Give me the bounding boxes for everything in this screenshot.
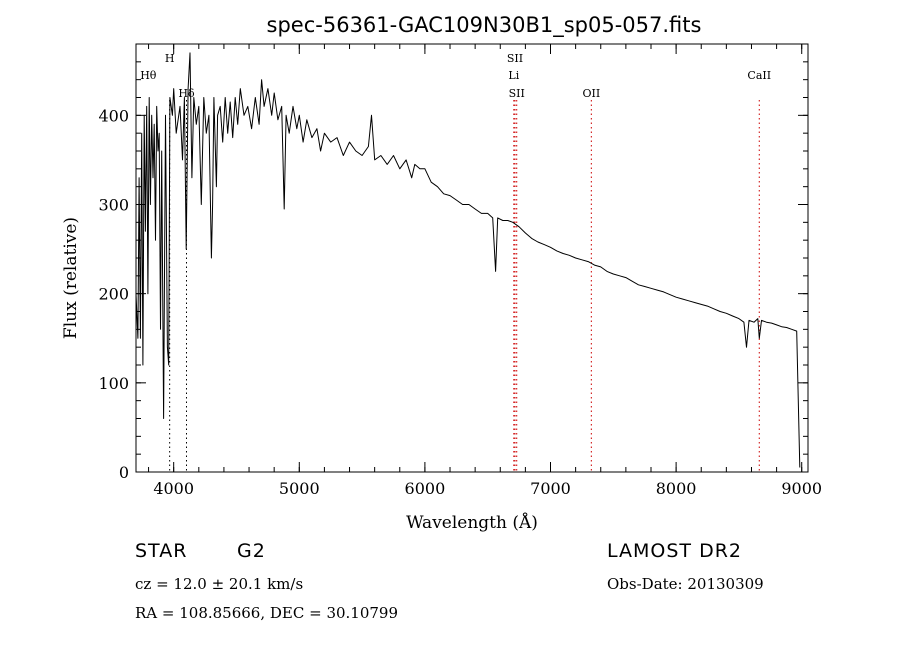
spectral-line-label: Hθ: [140, 69, 157, 82]
obs-date-label: Obs-Date: 20130309: [607, 575, 764, 593]
survey-label: LAMOST DR2: [607, 540, 742, 562]
y-axis-label: Flux (relative): [61, 217, 81, 339]
spectral-line-label: OII: [582, 87, 600, 100]
x-tick-label: 6000: [405, 479, 446, 498]
x-tick-label: 8000: [656, 479, 697, 498]
y-tick-label: 0: [119, 463, 129, 482]
redshift-label: cz = 12.0 ± 20.1 km/s: [135, 575, 304, 593]
spectral-line-label: CaII: [747, 69, 771, 82]
spectral-line-label: H: [165, 52, 175, 65]
x-axis-label: Wavelength (Å): [406, 512, 538, 533]
y-tick-label: 300: [98, 196, 129, 215]
y-tick-label: 100: [98, 374, 129, 393]
chart-title: spec-56361-GAC109N30B1_sp05-057.fits: [267, 13, 702, 38]
y-tick-label: 400: [98, 106, 129, 125]
spectral-line-label: SII: [507, 52, 523, 65]
x-tick-label: 7000: [530, 479, 571, 498]
spectrum-line: [135, 52, 801, 468]
coordinates-label: RA = 108.85666, DEC = 30.10799: [135, 604, 399, 622]
x-tick-label: 4000: [153, 479, 194, 498]
spectral-line-label: Li: [508, 69, 519, 82]
x-tick-label: 9000: [781, 479, 822, 498]
y-tick-label: 200: [98, 285, 129, 304]
spectral-line-label: SII: [509, 87, 525, 100]
object-type-label: STAR: [135, 540, 188, 562]
spectral-line-label: Hδ: [178, 87, 195, 100]
plot-frame: [135, 43, 809, 473]
x-tick-label: 5000: [279, 479, 320, 498]
spectral-subclass-label: G2: [237, 540, 266, 562]
